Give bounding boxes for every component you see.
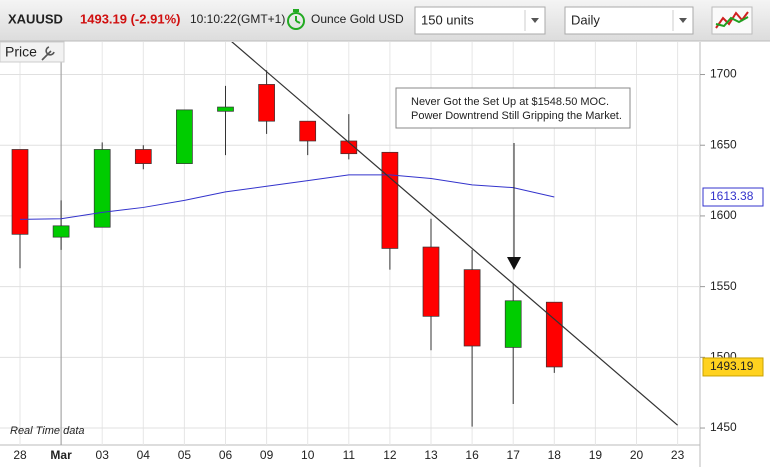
y-tick-label: 1550: [710, 279, 737, 293]
x-tick-label: 11: [343, 448, 356, 462]
candle-body: [134, 149, 152, 164]
price-label: Price: [5, 44, 37, 60]
instrument: Ounce Gold USD: [311, 12, 404, 26]
x-tick-label: 04: [137, 448, 151, 462]
candle-body: [381, 151, 399, 249]
indicator-icon[interactable]: [711, 6, 753, 35]
candle-body: [340, 140, 358, 155]
x-tick-label: 20: [630, 448, 644, 462]
candle-body: [299, 120, 317, 142]
candle-body: [258, 84, 275, 122]
footer-note: Real Time data: [10, 425, 85, 437]
x-tick-label: 16: [465, 448, 479, 462]
overlay: Never Got the Set Up at $1548.50 MOC. Pow…: [0, 41, 631, 437]
candle-body: [11, 149, 29, 235]
candle-body: [217, 106, 234, 112]
x-tick-label: 06: [219, 448, 233, 462]
x-tick-label: 03: [96, 448, 110, 462]
x-tick-label: 09: [260, 448, 274, 462]
annotation-arrowhead: [507, 257, 521, 270]
units-value: 150 units: [421, 12, 474, 27]
x-tick-label: 05: [178, 448, 192, 462]
annotation-box: [395, 87, 631, 129]
period-value: Daily: [571, 12, 600, 27]
last-price-label: 1493.19: [710, 359, 754, 373]
symbol: XAUUSD: [8, 11, 63, 26]
ma-label: 1613.38: [710, 189, 754, 203]
candle-body: [176, 109, 193, 164]
x-tick-label: 23: [671, 448, 685, 462]
x-tick-label: 19: [589, 448, 603, 462]
wrench-icon: [41, 46, 55, 61]
candle-body: [422, 246, 440, 317]
x-tick-label: Mar: [50, 448, 72, 462]
moving-average: [19, 174, 555, 220]
annotation-text: Power Downtrend Still Gripping the Marke…: [411, 110, 622, 122]
x-tick-label: 12: [383, 448, 397, 462]
y-tick-label: 1650: [710, 137, 737, 151]
quote: 1493.19 (-2.91%): [80, 11, 180, 26]
clock-icon: [287, 9, 305, 30]
candle-body: [545, 301, 563, 368]
x-tick-label: 17: [507, 448, 521, 462]
candle-body: [504, 300, 522, 348]
candle-body: [52, 225, 70, 238]
candle-body: [93, 149, 111, 228]
timezone: (GMT+1): [237, 12, 285, 26]
x-tick-label: 28: [13, 448, 27, 462]
ma-label-box: [702, 187, 764, 207]
x-tick-label: 10: [301, 448, 315, 462]
time: 10:10:22: [190, 12, 237, 26]
y-tick-label: 1450: [710, 420, 737, 434]
y-tick-label: 1700: [710, 67, 737, 81]
x-tick-label: 13: [424, 448, 438, 462]
y-tick-label: 1600: [710, 208, 737, 222]
units-dropdown[interactable]: 150 units: [414, 6, 546, 35]
period-dropdown[interactable]: Daily: [564, 6, 694, 35]
last-price-box: [702, 357, 764, 377]
trend-line: [231, 42, 678, 426]
candle-body: [463, 269, 481, 347]
annotation-text: Never Got the Set Up at $1548.50 MOC.: [411, 96, 609, 108]
x-tick-label: 18: [548, 448, 562, 462]
